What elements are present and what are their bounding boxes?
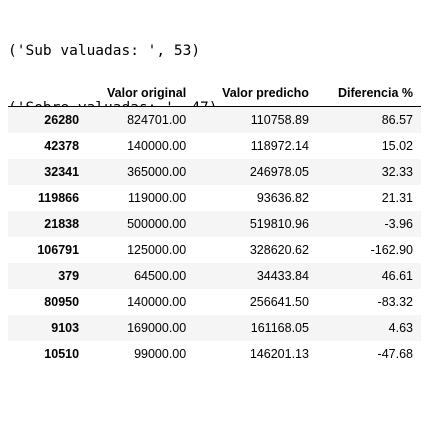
- cell-valor-predicho: 118972.14: [250, 138, 309, 153]
- cell-valor-predicho: 93636.82: [256, 190, 309, 205]
- cell-valor-original: 99000.00: [134, 346, 187, 361]
- table-row: 10510 99000.00 146201.13 -47.68: [8, 340, 421, 367]
- column-header-diferencia: Diferencia %: [316, 80, 421, 107]
- row-index: 21838: [44, 216, 80, 231]
- row-index: 80950: [44, 294, 80, 309]
- header-row: Valor original Valor predicho Diferencia…: [8, 80, 421, 107]
- cell-diferencia: 32.33: [381, 164, 413, 179]
- table-row: 379 64500.00 34433.84 46.61: [8, 262, 421, 289]
- row-index: 106791: [37, 242, 80, 257]
- table-row: 21838 500000.00 519810.96 -3.96: [8, 210, 421, 237]
- column-header-valor-original: Valor original: [87, 80, 195, 107]
- cell-valor-predicho: 34433.84: [256, 268, 309, 283]
- cell-diferencia: -3.96: [384, 216, 414, 231]
- row-index: 42378: [44, 138, 80, 153]
- table-header: Valor original Valor predicho Diferencia…: [8, 80, 421, 107]
- cell-diferencia: 46.61: [381, 268, 413, 283]
- cell-valor-predicho: 256641.50: [249, 294, 309, 309]
- cell-valor-original: 365000.00: [127, 164, 187, 179]
- table-row: 42378 140000.00 118972.14 15.02: [8, 132, 421, 159]
- table-row: 106791 125000.00 328620.62 -162.90: [8, 236, 421, 263]
- cell-diferencia: 86.57: [381, 112, 413, 127]
- row-index: 119866: [38, 190, 80, 205]
- cell-valor-predicho: 110758.89: [250, 112, 309, 127]
- cell-diferencia: -162.90: [370, 242, 413, 257]
- table-row: 32341 365000.00 246978.05 32.33: [8, 158, 421, 185]
- column-header-valor-predicho: Valor predicho: [194, 80, 317, 107]
- cell-diferencia: -47.68: [377, 346, 413, 361]
- cell-valor-predicho: 161168.05: [250, 320, 309, 335]
- row-index: 32341: [44, 164, 80, 179]
- table-body: 26280 824701.00 110758.89 86.57 42378 14…: [8, 106, 421, 367]
- table-row: 26280 824701.00 110758.89 86.57: [8, 106, 421, 133]
- table-row: 9103 169000.00 161168.05 4.63: [8, 314, 421, 341]
- row-index: 9103: [51, 320, 80, 335]
- row-index: 26280: [44, 112, 80, 127]
- cell-diferencia: 4.63: [388, 320, 413, 335]
- cell-valor-original: 169000.00: [127, 320, 187, 335]
- table-row: 80950 140000.00 256641.50 -83.32: [8, 288, 421, 315]
- cell-valor-original: 125000.00: [127, 242, 187, 257]
- cell-diferencia: 15.02: [381, 138, 413, 153]
- cell-valor-predicho: 519810.96: [249, 216, 309, 231]
- cell-valor-original: 140000.00: [127, 294, 187, 309]
- dataframe-table: Valor original Valor predicho Diferencia…: [8, 80, 421, 367]
- row-index: 379: [58, 268, 80, 283]
- cell-valor-predicho: 246978.05: [249, 164, 309, 179]
- cell-valor-original: 119000.00: [128, 190, 187, 205]
- dataframe-output: Valor original Valor predicho Diferencia…: [8, 80, 421, 367]
- row-index: 10510: [44, 346, 80, 361]
- cell-diferencia: 21.31: [381, 190, 413, 205]
- cell-diferencia: -83.32: [377, 294, 413, 309]
- cell-valor-original: 64500.00: [134, 268, 187, 283]
- output-line-under-valued: ('Sub valuadas: ', 53): [8, 43, 201, 59]
- index-header: [8, 80, 88, 107]
- cell-valor-original: 140000.00: [127, 138, 187, 153]
- cell-valor-predicho: 328620.62: [249, 242, 309, 257]
- table-row: 119866 119000.00 93636.82 21.31: [8, 184, 421, 211]
- cell-valor-predicho: 146201.13: [249, 346, 309, 361]
- cell-valor-original: 500000.00: [127, 216, 187, 231]
- cell-valor-original: 824701.00: [127, 112, 187, 127]
